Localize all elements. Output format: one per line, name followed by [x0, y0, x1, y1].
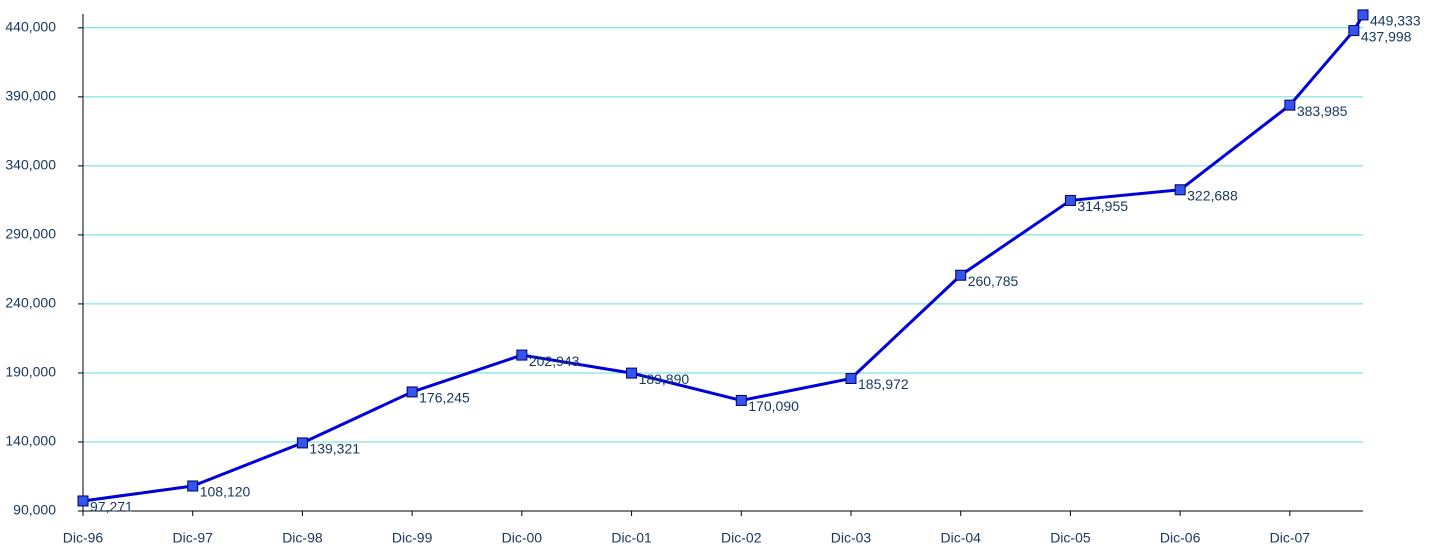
x-tick-label: Dic-03	[831, 530, 872, 546]
x-tick-label: Dic-98	[282, 530, 323, 546]
data-label: 260,785	[968, 273, 1019, 289]
y-tick-label: 290,000	[5, 226, 56, 242]
marker	[1174, 184, 1186, 196]
data-label: 383,985	[1297, 103, 1348, 119]
marker	[1064, 194, 1076, 206]
x-tick-label: Dic-01	[611, 530, 652, 546]
x-tick-label: Dic-07	[1270, 530, 1311, 546]
data-label: 437,998	[1361, 28, 1412, 44]
marker	[626, 367, 638, 379]
x-tick-label: Dic-05	[1050, 530, 1091, 546]
y-tick-label: 90,000	[13, 502, 56, 518]
y-tick-label: 390,000	[5, 88, 56, 104]
y-tick-label: 340,000	[5, 157, 56, 173]
y-tick-label: 240,000	[5, 295, 56, 311]
data-label: 97,271	[90, 499, 133, 515]
x-tick-label: Dic-96	[63, 530, 104, 546]
marker	[1348, 25, 1360, 37]
data-label: 314,955	[1077, 198, 1128, 214]
marker	[735, 394, 747, 406]
marker	[1357, 9, 1369, 21]
data-label: 170,090	[748, 398, 799, 414]
data-label: 322,688	[1187, 187, 1238, 203]
marker	[845, 373, 857, 385]
data-label: 108,120	[200, 484, 251, 500]
x-tick-label: Dic-99	[392, 530, 433, 546]
marker	[516, 349, 528, 361]
data-label: 189,890	[639, 371, 690, 387]
line	[82, 14, 1365, 503]
marker	[955, 269, 967, 281]
marker	[406, 386, 418, 398]
y-tick-label: 190,000	[5, 364, 56, 380]
data-label: 449,333	[1370, 13, 1421, 29]
marker	[296, 437, 308, 449]
marker	[187, 480, 199, 492]
y-tick-label: 440,000	[5, 19, 56, 35]
data-label: 176,245	[419, 390, 470, 406]
y-tick-label: 140,000	[5, 433, 56, 449]
x-tick-label: Dic-02	[721, 530, 762, 546]
x-tick-label: Dic-06	[1160, 530, 1201, 546]
x-tick-label: Dic-97	[172, 530, 213, 546]
marker	[77, 495, 89, 507]
marker	[1284, 99, 1296, 111]
data-label: 185,972	[858, 376, 909, 392]
x-tick-label: Dic-04	[940, 530, 981, 546]
data-label: 139,321	[309, 441, 360, 457]
data-label: 202,943	[529, 353, 580, 369]
x-tick-label: Dic-00	[502, 530, 543, 546]
